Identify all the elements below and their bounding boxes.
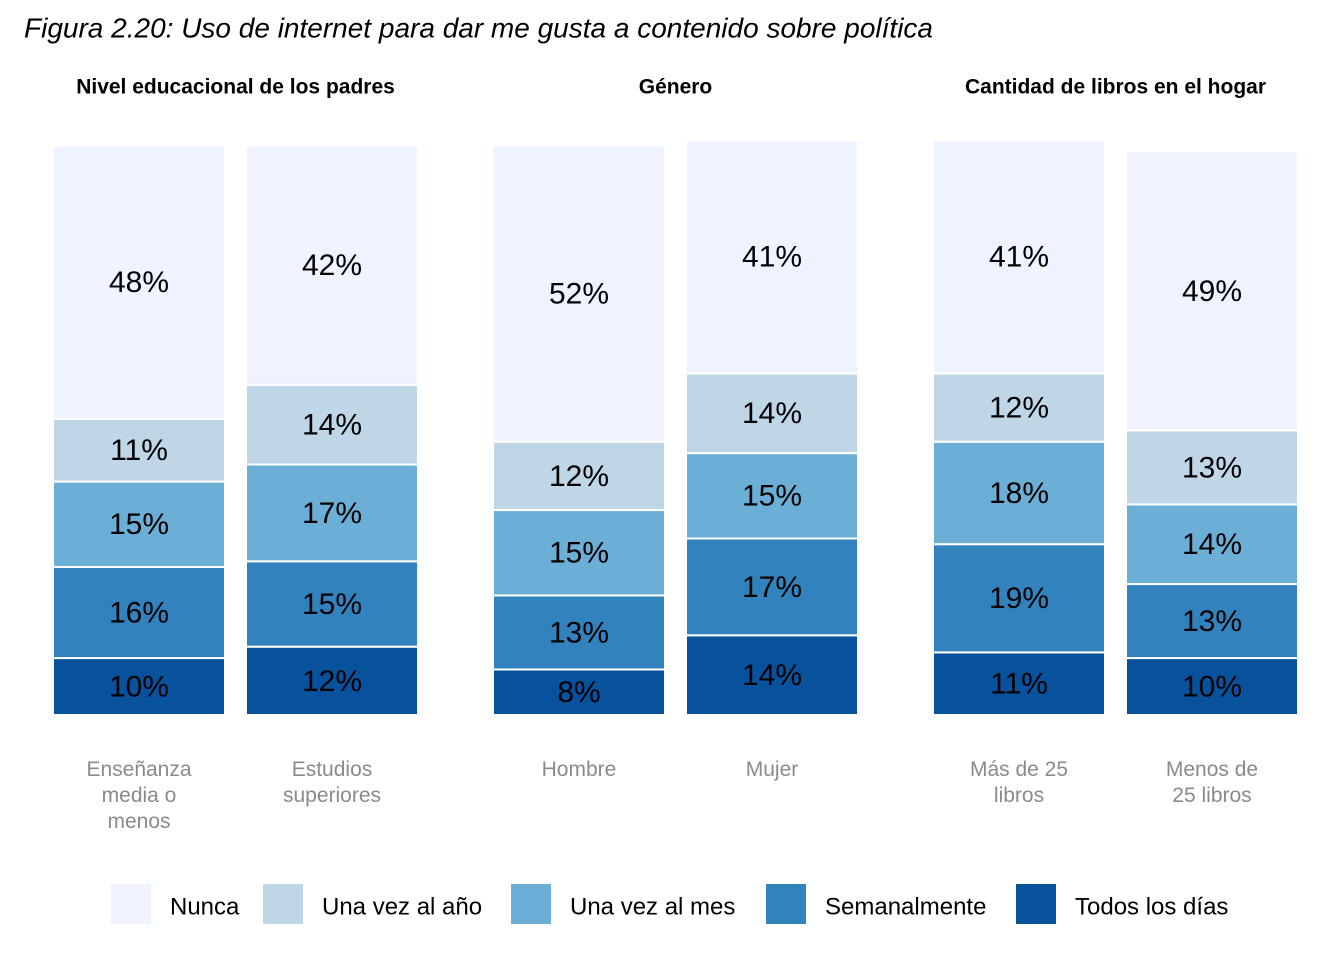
- category-text: Más de 25 libros: [969, 758, 1069, 807]
- data-label: 49%: [1182, 275, 1242, 308]
- data-label: 18%: [989, 477, 1049, 510]
- bar-segment: [932, 139, 1106, 375]
- category-text: Mujer: [745, 758, 799, 781]
- data-label: 48%: [109, 266, 169, 299]
- category-text: Hombre: [541, 758, 617, 781]
- facet-title: Nivel educacional de los padres: [76, 76, 395, 99]
- bar-segment: [685, 634, 859, 717]
- data-label: 10%: [1182, 670, 1242, 703]
- bar-segment: [685, 452, 859, 540]
- bar-segment: [492, 594, 666, 671]
- data-label: 16%: [109, 596, 169, 629]
- bar-segment: [52, 480, 226, 568]
- x-tick-label: Hombre: [493, 757, 665, 783]
- category-text: Enseñanza media o menos: [86, 758, 192, 833]
- data-label: 14%: [302, 409, 362, 442]
- bar-segment: [1125, 503, 1299, 586]
- legend-label: Semanalmente: [825, 893, 986, 920]
- legend-label: Una vez al mes: [570, 893, 735, 920]
- data-label: 15%: [742, 480, 802, 513]
- data-label: 14%: [742, 397, 802, 430]
- data-label: 14%: [742, 659, 802, 692]
- figure-title: Figura 2.20: Uso de internet para dar me…: [24, 12, 933, 43]
- facet-title: Género: [639, 76, 713, 99]
- bar-segment: [932, 543, 1106, 654]
- bar-segment: [1125, 150, 1299, 432]
- bar-segment: [245, 383, 419, 466]
- data-label: 13%: [1182, 451, 1242, 484]
- data-label: 17%: [302, 497, 362, 530]
- legend-label: Todos los días: [1075, 893, 1228, 920]
- bar-segment: [1125, 429, 1299, 506]
- bar-segment: [932, 372, 1106, 443]
- data-label: 8%: [557, 676, 600, 709]
- legend-label: Nunca: [170, 893, 240, 920]
- x-tick-label: Menos de 25 libros: [1126, 757, 1298, 809]
- data-label: 42%: [302, 249, 362, 282]
- data-label: 11%: [990, 668, 1048, 701]
- x-tick-label: Más de 25 libros: [933, 757, 1105, 809]
- data-label: 14%: [1182, 528, 1242, 561]
- bar-segment: [52, 565, 226, 660]
- data-label: 15%: [109, 508, 169, 541]
- bar-segment: [245, 560, 419, 648]
- facet-title: Cantidad de libros en el hogar: [965, 76, 1266, 99]
- bar-segment: [492, 144, 666, 443]
- legend-label: Una vez al año: [322, 893, 482, 920]
- legend-swatch: [766, 884, 806, 924]
- data-label: 12%: [549, 460, 609, 493]
- data-label: 52%: [549, 278, 609, 311]
- category-text: Estudios superiores: [282, 758, 382, 807]
- bar-segment: [52, 144, 226, 420]
- data-label: 41%: [989, 241, 1049, 274]
- bar-segment: [685, 139, 859, 375]
- bar-segment: [685, 537, 859, 637]
- bar-segment: [245, 463, 419, 563]
- bar-segment: [492, 440, 666, 512]
- bar-segment: [52, 657, 226, 717]
- data-label: 13%: [549, 616, 609, 649]
- data-label: 12%: [989, 391, 1049, 424]
- legend-swatch: [1016, 884, 1056, 924]
- data-label: 19%: [989, 582, 1049, 615]
- x-tick-label: Mujer: [686, 757, 858, 783]
- data-label: 11%: [110, 434, 168, 467]
- data-label: 41%: [742, 241, 802, 274]
- data-label: 12%: [302, 665, 362, 698]
- data-label: 15%: [549, 537, 609, 570]
- data-label: 10%: [109, 670, 169, 703]
- legend-swatch: [263, 884, 303, 924]
- data-label: 15%: [302, 588, 362, 621]
- data-label: 17%: [742, 571, 802, 604]
- data-label: 13%: [1182, 605, 1242, 638]
- legend-swatch: [111, 884, 151, 924]
- bar-segment: [932, 440, 1106, 546]
- legend-swatch: [511, 884, 551, 924]
- bar-segment: [245, 144, 419, 386]
- x-tick-label: Estudios superiores: [246, 757, 418, 809]
- x-tick-label: Enseñanza media o menos: [53, 757, 225, 835]
- category-text: Menos de 25 libros: [1165, 758, 1259, 807]
